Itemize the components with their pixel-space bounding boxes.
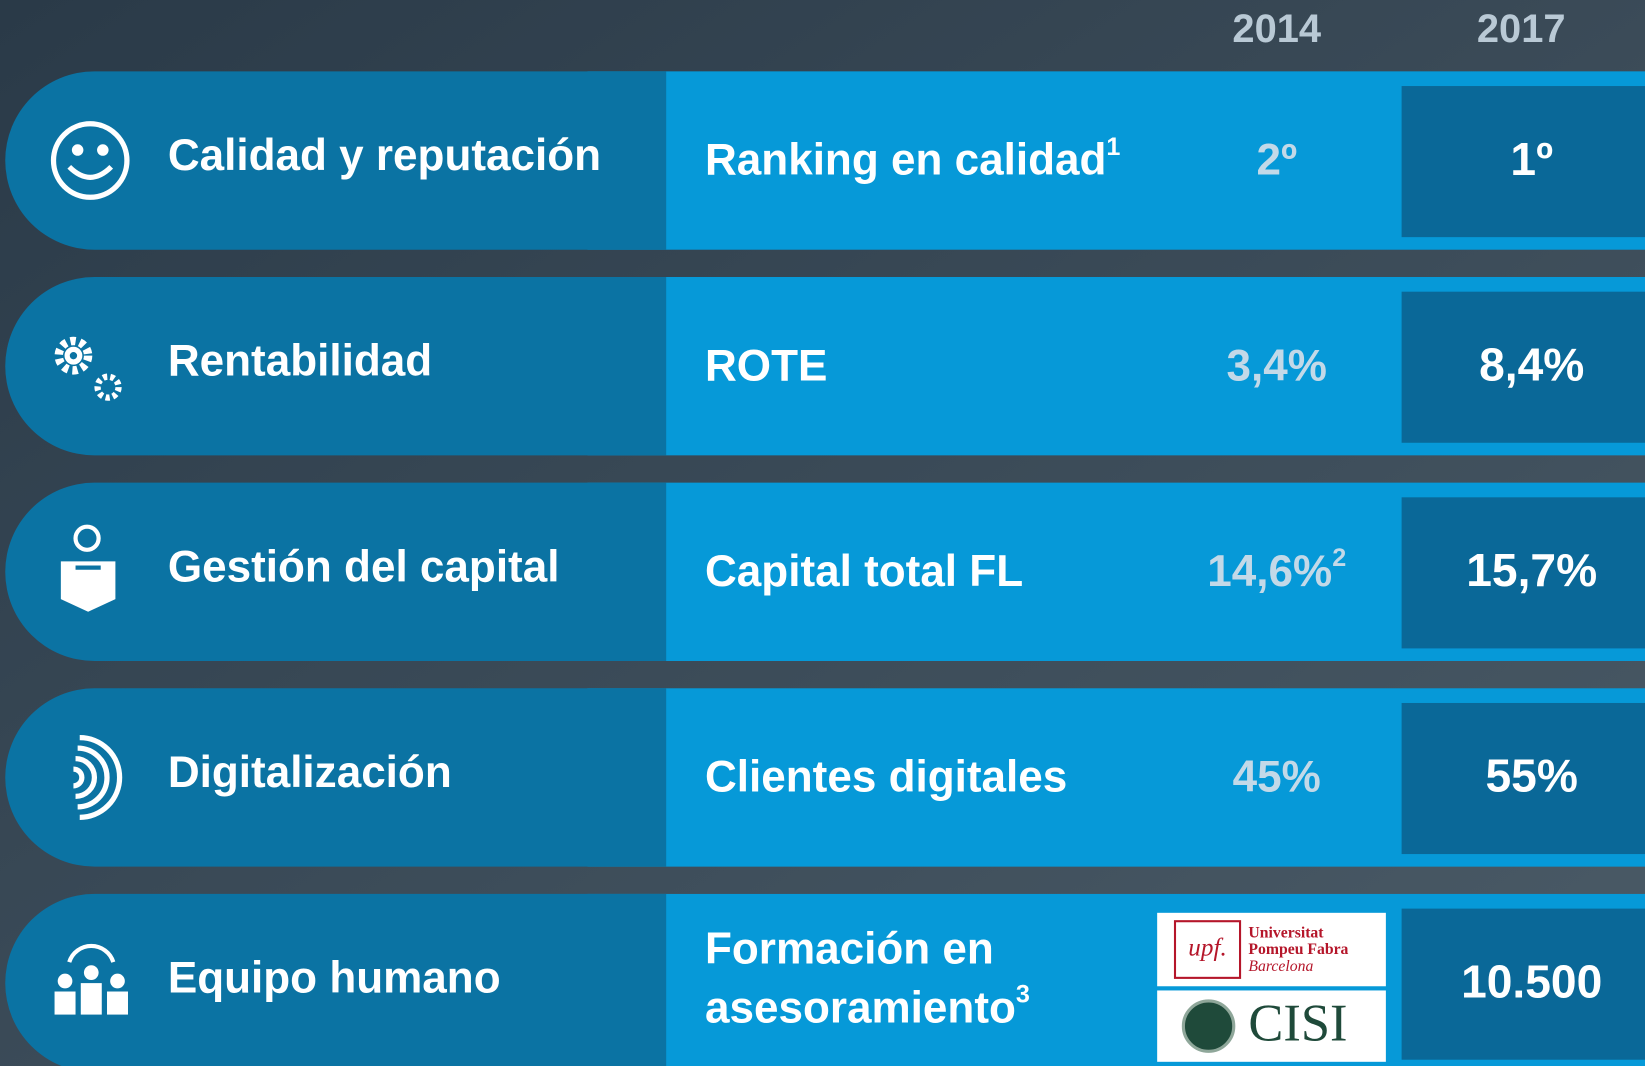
value-2014: 14,6%2 (1207, 544, 1346, 596)
category-icon (50, 121, 130, 200)
value-2017-box (1401, 702, 1645, 855)
gear (54, 336, 93, 375)
metric-label: Formación en (705, 924, 994, 973)
value-2014: 3,4% (1227, 341, 1327, 390)
category-icon (54, 943, 128, 1015)
value-2017-box (1401, 86, 1645, 238)
cisi-name: CISI (1248, 994, 1347, 1052)
cisi-seal (1181, 999, 1236, 1053)
text-part: ROTE (705, 341, 827, 390)
text-part: 3,4% (1227, 341, 1327, 390)
upf-name: Barcelona (1248, 958, 1313, 975)
upf-logo-box (1157, 912, 1386, 987)
category-label: Digitalización (168, 748, 452, 797)
category-label: Calidad y reputación (168, 131, 601, 180)
head (83, 965, 99, 980)
wave (75, 755, 97, 799)
metric-label: Capital total FL (705, 547, 1023, 596)
text-part: Clientes digitales (705, 752, 1067, 801)
upf-name: Pompeu Fabra (1248, 941, 1348, 958)
value-2017: 10.500 (1461, 955, 1602, 1007)
gear-hub (64, 346, 83, 365)
wave (77, 745, 110, 810)
eye (71, 144, 84, 156)
wave (79, 734, 123, 820)
upf-name: Universitat (1248, 924, 1324, 941)
text-part: Capital total FL (705, 547, 1023, 596)
head (57, 973, 73, 989)
metric-label: Ranking en calidad1 (705, 133, 1120, 185)
value-2017: 55% (1486, 750, 1578, 802)
value-2014: 45% (1233, 752, 1321, 801)
category-icon (60, 524, 116, 612)
arc (67, 943, 116, 963)
body (80, 983, 102, 1015)
text-part: asesoramiento (705, 983, 1016, 1032)
category-pill (5, 688, 667, 867)
box (60, 561, 116, 612)
value-2017: 8,4% (1479, 338, 1584, 390)
category-icon (54, 336, 122, 401)
value-2017: 15,7% (1466, 544, 1597, 596)
body (54, 991, 76, 1015)
category-pill (5, 276, 667, 456)
text-part: 45% (1233, 752, 1321, 801)
head (110, 973, 125, 989)
metric-label: asesoramiento3 (705, 980, 1030, 1032)
text-part: 1 (1106, 133, 1120, 161)
category-label: Rentabilidad (168, 337, 432, 386)
text-part: Ranking en calidad (705, 135, 1106, 184)
metric-label: ROTE (705, 341, 827, 390)
eye (97, 144, 109, 156)
mouth (67, 164, 114, 180)
metric-label: Clientes digitales (705, 752, 1067, 801)
smiley-face (50, 121, 130, 200)
value-2017-box (1401, 291, 1645, 443)
text-part: Formación en (705, 924, 994, 973)
year-header: 2014 (1232, 7, 1321, 51)
wave (73, 766, 85, 789)
value-2017-box (1401, 908, 1645, 1060)
year-header: 2017 (1477, 7, 1566, 51)
category-label: Equipo humano (168, 954, 501, 1003)
value-2017: 1º (1510, 133, 1553, 185)
category-label: Gestión del capital (168, 542, 560, 591)
body (107, 991, 128, 1015)
upf-mark (1173, 920, 1242, 979)
text-part: 3 (1016, 980, 1030, 1008)
category-pill (5, 71, 667, 250)
value-2017-box (1401, 497, 1645, 649)
value-2014: 2º (1256, 135, 1297, 184)
coin (73, 524, 101, 552)
category-pill (5, 482, 667, 662)
text-part: 2 (1332, 544, 1346, 572)
category-pill (5, 893, 667, 1066)
gear (94, 373, 122, 401)
text-part: 14,6% (1207, 547, 1332, 596)
category-icon (73, 734, 123, 820)
text-part: 2º (1256, 135, 1297, 184)
upf-mark-text: upf. (1188, 934, 1226, 961)
